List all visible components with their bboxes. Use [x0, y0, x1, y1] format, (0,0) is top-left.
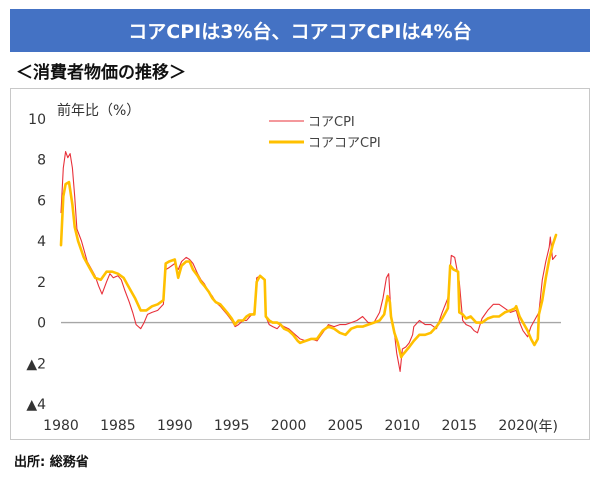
x-tick-label: 2015: [441, 418, 477, 434]
x-tick-label: 2010: [385, 418, 421, 434]
title-text: コアCPIは3%台、コアコアCPIは4%台: [128, 21, 472, 43]
y-axis-ticks: 10 8 6 4 2 0 ▲2 ▲4: [26, 112, 561, 413]
y-tick-label: 6: [37, 193, 46, 209]
x-tick-label: 2000: [271, 418, 307, 434]
legend: コアCPI コアコアCPI: [269, 115, 381, 151]
x-tick-label: 2005: [328, 418, 364, 434]
y-tick-label: 4: [37, 234, 46, 250]
chart-subtitle: ＜消費者物価の推移＞: [16, 63, 186, 83]
x-tick-label: 1995: [214, 418, 250, 434]
x-axis-ticks: 1980 1985 1990 1995 2000 2005 2010 2015 2020: [43, 418, 534, 434]
legend-label-core-cpi: コアCPI: [308, 115, 355, 130]
series-line-core-core-cpi: [59, 180, 558, 359]
x-tick-label: 1985: [100, 418, 136, 434]
y-tick-label: 8: [37, 153, 46, 169]
source-note: 出所: 総務省: [14, 455, 89, 470]
x-axis-unit-label: (年): [533, 419, 558, 435]
x-tick-label: 2020: [498, 418, 534, 434]
y-tick-label: 10: [28, 112, 46, 128]
title-banner: コアCPIは3%台、コアコアCPIは4%台: [10, 9, 590, 52]
x-tick-label: 1980: [43, 418, 79, 434]
chart-frame: 前年比（%） (年) コアCPI コアコアCPI 10 8 6 4 2 0 ▲2 ▲4 198…: [10, 88, 590, 440]
series-lines: [59, 151, 558, 372]
y-tick-label: ▲2: [26, 356, 46, 372]
cpi-line-chart: 前年比（%） (年) コアCPI コアコアCPI 10 8 6 4 2 0 ▲2 ▲4 198…: [26, 102, 561, 435]
x-tick-label: 1990: [157, 418, 193, 434]
y-tick-label: 0: [37, 316, 46, 332]
y-axis-label: 前年比（%）: [57, 102, 140, 119]
y-tick-label: 2: [37, 275, 46, 291]
legend-label-core-core-cpi: コアコアCPI: [308, 136, 381, 151]
series-line-core-cpi: [60, 151, 557, 372]
y-tick-label: ▲4: [26, 397, 46, 413]
